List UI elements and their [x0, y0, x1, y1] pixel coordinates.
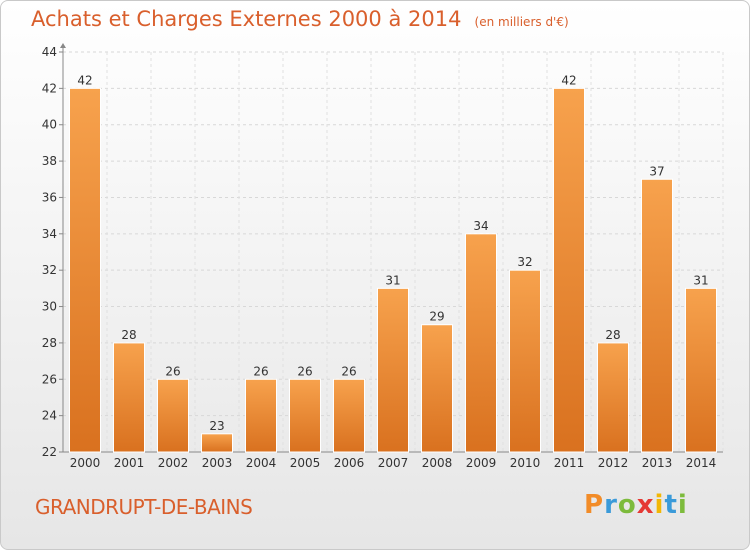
- bar-2010: [509, 269, 541, 453]
- logo-letter: r: [604, 490, 618, 520]
- commune-name: GRANDRUPT-DE-BAINS: [35, 495, 253, 519]
- value-label-2009: 34: [473, 219, 488, 233]
- x-tick-label: 2001: [114, 456, 145, 470]
- value-label-2014: 31: [693, 273, 708, 287]
- value-label-2004: 26: [253, 364, 268, 378]
- x-tick-label: 2013: [642, 456, 673, 470]
- y-axis-arrow: [60, 43, 66, 48]
- x-tick-label: 2011: [554, 456, 585, 470]
- value-label-2005: 26: [297, 364, 312, 378]
- logo-letter: x: [636, 490, 655, 520]
- value-label-2001: 28: [121, 328, 136, 342]
- y-tick-label: 34: [42, 227, 57, 241]
- chart-unit-note: (en milliers d'€): [474, 15, 569, 29]
- bar-2003: [201, 433, 233, 453]
- bar-2002: [157, 378, 189, 453]
- value-label-2003: 23: [209, 419, 224, 433]
- bar-2014: [685, 287, 717, 453]
- value-label-2010: 32: [517, 255, 532, 269]
- proxiti-logo: Proxiti: [584, 490, 688, 520]
- y-tick-label: 36: [42, 190, 57, 204]
- x-tick-label: 2006: [334, 456, 365, 470]
- chart-title-row: Achats et Charges Externes 2000 à 2014 (…: [31, 7, 569, 31]
- bar-2005: [289, 378, 321, 453]
- y-tick-label: 22: [42, 445, 57, 459]
- chart-title: Achats et Charges Externes 2000 à 2014: [31, 7, 462, 31]
- x-tick-label: 2008: [422, 456, 453, 470]
- x-tick-label: 2007: [378, 456, 409, 470]
- y-tick-label: 30: [42, 300, 57, 314]
- y-tick-label: 44: [42, 45, 57, 59]
- y-tick-label: 40: [42, 118, 57, 132]
- bar-2011: [553, 87, 585, 453]
- value-label-2013: 37: [649, 164, 664, 178]
- y-tick-label: 24: [42, 409, 57, 423]
- logo-letter: P: [584, 490, 605, 520]
- x-tick-label: 2010: [510, 456, 541, 470]
- x-tick-label: 2005: [290, 456, 321, 470]
- labels: 22 24 26 28 30 32 34 36 38 40 42 44 42 2000 28 2001 26 20…: [42, 45, 717, 470]
- x-tick-label: 2012: [598, 456, 629, 470]
- value-label-2012: 28: [605, 328, 620, 342]
- bar-2000: [69, 87, 101, 453]
- x-tick-label: 2002: [158, 456, 189, 470]
- x-tick-label: 2014: [686, 456, 717, 470]
- x-tick-label: 2004: [246, 456, 277, 470]
- x-tick-label: 2003: [202, 456, 233, 470]
- logo-letter: o: [617, 490, 637, 520]
- value-label-2011: 42: [561, 73, 576, 87]
- bar-2001: [113, 342, 145, 453]
- y-tick-label: 32: [42, 263, 57, 277]
- logo-letter: i: [654, 490, 665, 520]
- y-tick-label: 26: [42, 372, 57, 386]
- x-tick-label: 2000: [70, 456, 101, 470]
- value-label-2008: 29: [429, 310, 444, 324]
- value-label-2006: 26: [341, 364, 356, 378]
- value-label-2002: 26: [165, 364, 180, 378]
- logo-letter: t: [664, 490, 678, 520]
- bar-2006: [333, 378, 365, 453]
- y-tick-label: 28: [42, 336, 57, 350]
- bar-2007: [377, 287, 409, 453]
- value-label-2000: 42: [77, 73, 92, 87]
- value-label-2007: 31: [385, 273, 400, 287]
- y-tick-label: 42: [42, 81, 57, 95]
- bars: [69, 87, 717, 453]
- bar-2013: [641, 178, 673, 453]
- bar-2009: [465, 233, 497, 453]
- bar-2004: [245, 378, 277, 453]
- bar-2008: [421, 324, 453, 453]
- x-tick-label: 2009: [466, 456, 497, 470]
- logo-letter: i: [677, 490, 688, 520]
- y-tick-label: 38: [42, 154, 57, 168]
- bar-2012: [597, 342, 629, 453]
